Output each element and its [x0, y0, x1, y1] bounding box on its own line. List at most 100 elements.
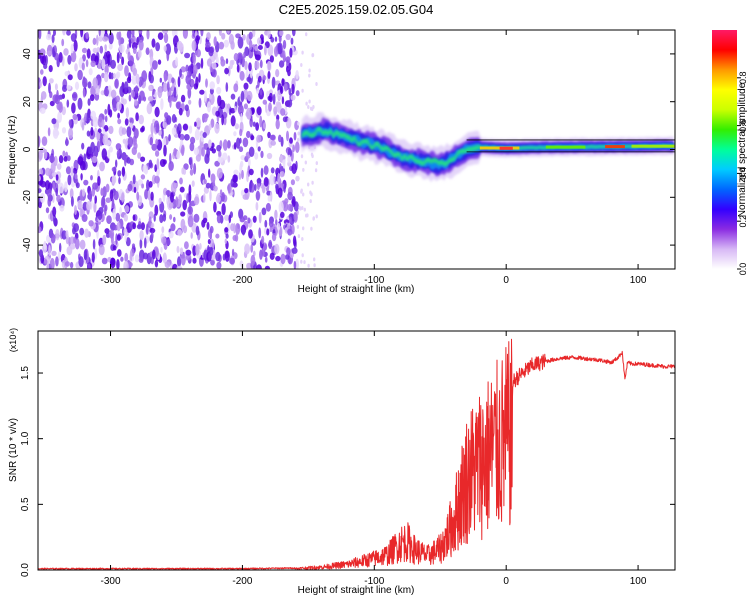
noise-blob — [38, 175, 41, 182]
noise-blob — [227, 65, 231, 77]
noise-blob — [133, 128, 139, 139]
noise-blob — [57, 111, 62, 123]
noise-blob — [225, 233, 229, 239]
noise-blob — [244, 243, 251, 255]
noise-blob — [49, 258, 55, 269]
noise-blob — [215, 194, 221, 204]
noise-blob — [79, 227, 85, 236]
noise-blob — [87, 146, 93, 155]
noise-blob — [93, 145, 99, 158]
noise-blob — [176, 126, 180, 135]
noise-blob — [62, 84, 68, 92]
noise-blob — [257, 37, 262, 46]
noise-blob — [74, 81, 80, 91]
noise-blob — [163, 241, 168, 250]
noise-blob — [83, 153, 87, 162]
noise-blob — [85, 31, 89, 40]
noise-blob — [67, 54, 72, 65]
noise-blob — [204, 90, 207, 102]
noise-blob — [233, 131, 237, 137]
noise-blob — [242, 215, 248, 221]
noise-blob — [116, 149, 121, 158]
noise-blob — [170, 223, 176, 232]
noise-blob — [277, 42, 283, 55]
noise-blob — [287, 238, 291, 245]
noise-blob — [50, 162, 56, 173]
noise-blob — [176, 265, 183, 269]
noise-blob — [250, 244, 254, 253]
noise-blob — [131, 74, 138, 85]
noise-blob — [283, 184, 286, 193]
noise-blob — [127, 136, 134, 148]
noise-blob — [282, 39, 287, 50]
noise-blob — [112, 245, 117, 251]
noise-blob — [274, 46, 279, 57]
noise-blob — [251, 107, 255, 114]
noise-blob — [166, 239, 171, 246]
noise-blob — [292, 235, 297, 247]
noise-blob — [56, 194, 61, 203]
noise-blob — [246, 90, 253, 102]
noise-blob — [166, 49, 170, 62]
noise-blob — [290, 179, 295, 186]
noise-blob — [118, 43, 125, 54]
noise-blob — [207, 239, 211, 245]
noise-blob — [171, 77, 175, 84]
noise-blob — [38, 30, 42, 40]
noise-blob — [240, 160, 244, 168]
noise-blob — [115, 212, 121, 222]
noise-blob — [145, 223, 149, 235]
noise-blob — [146, 102, 153, 115]
noise-blob — [262, 75, 267, 81]
noise-blob — [185, 249, 192, 256]
noise-blob — [42, 243, 48, 253]
noise-blob — [124, 205, 130, 213]
noise-blob — [214, 160, 220, 167]
noise-blob — [82, 77, 88, 88]
noise-blob — [121, 192, 125, 203]
noise-blob — [311, 107, 314, 112]
noise-blob — [59, 204, 65, 212]
noise-blob — [52, 127, 59, 139]
noise-blob — [83, 179, 89, 186]
noise-blob — [259, 249, 263, 260]
noise-blob — [91, 155, 98, 163]
noise-blob — [58, 101, 63, 113]
noise-blob — [58, 155, 64, 164]
noise-blob — [264, 265, 271, 269]
noise-blob — [53, 214, 57, 225]
noise-blob — [230, 93, 236, 100]
noise-blob — [227, 183, 231, 194]
noise-blob — [305, 101, 308, 106]
noise-blob — [282, 50, 286, 61]
noise-blob — [39, 80, 43, 88]
noise-blob — [303, 260, 306, 265]
noise-blob — [110, 59, 116, 69]
noise-blob — [287, 69, 291, 77]
noise-blob — [222, 139, 228, 151]
noise-blob — [263, 165, 269, 176]
noise-blob — [52, 46, 55, 58]
noise-blob — [271, 233, 277, 242]
noise-blob — [58, 182, 64, 194]
noise-blob — [304, 160, 307, 165]
x-tick-label: 0 — [503, 576, 509, 587]
noise-blob — [209, 225, 214, 234]
noise-blob — [279, 30, 284, 37]
noise-blob — [225, 82, 229, 93]
noise-blob — [275, 69, 280, 78]
noise-blob — [300, 189, 303, 194]
noise-blob — [45, 34, 52, 41]
noise-blob — [159, 201, 165, 213]
noise-blob — [156, 158, 160, 170]
noise-blob — [269, 252, 275, 260]
noise-blob — [264, 45, 267, 56]
noise-blob — [46, 50, 52, 56]
noise-blob — [295, 141, 300, 153]
noise-blob — [206, 32, 211, 41]
noise-blob — [206, 58, 212, 67]
noise-blob — [81, 214, 88, 222]
noise-blob — [307, 182, 310, 187]
noise-blob — [107, 149, 111, 159]
noise-blob — [194, 121, 197, 127]
